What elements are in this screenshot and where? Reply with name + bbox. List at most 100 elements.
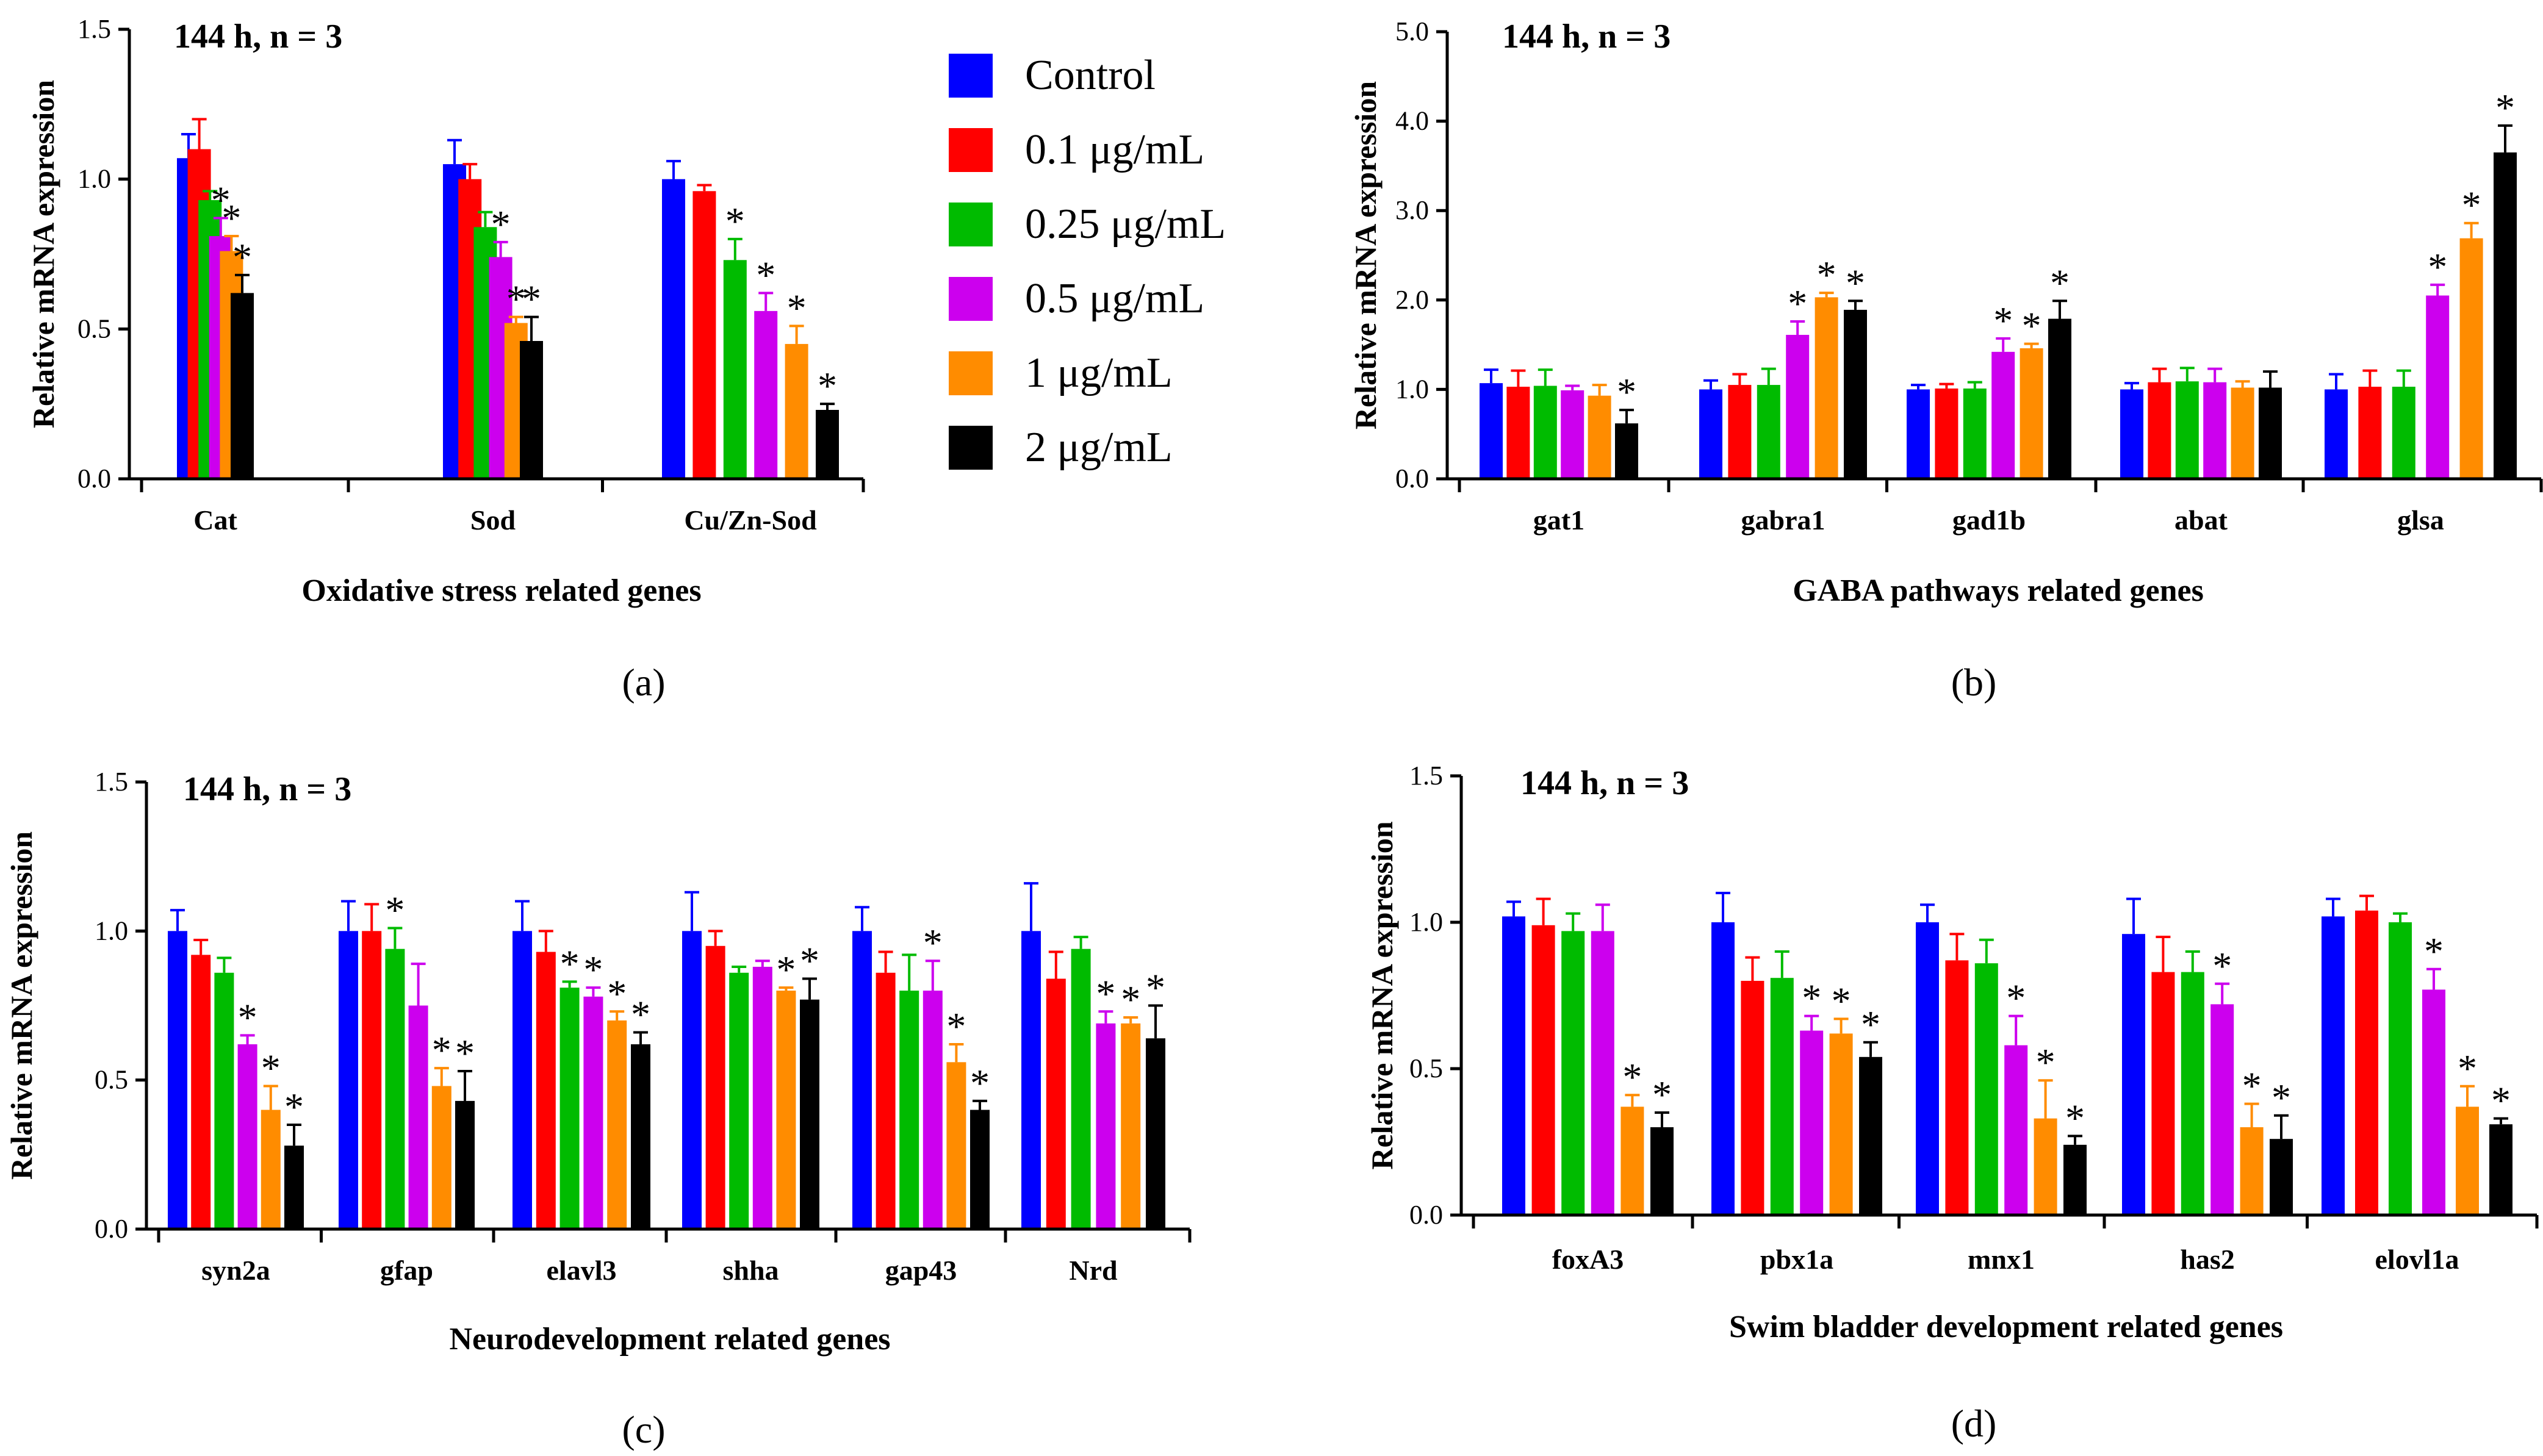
bar bbox=[899, 991, 919, 1229]
category-label: syn2a bbox=[201, 1255, 270, 1286]
significance-star: * bbox=[2036, 1041, 2056, 1084]
significance-star: * bbox=[725, 199, 745, 243]
significance-star: * bbox=[284, 1085, 304, 1128]
legend-swatch bbox=[949, 426, 993, 470]
y-tick-label: 0.5 bbox=[95, 1065, 128, 1095]
bar bbox=[752, 966, 772, 1229]
category-label: gat1 bbox=[1533, 504, 1584, 536]
bar bbox=[1533, 386, 1557, 479]
bar bbox=[662, 179, 685, 479]
bar bbox=[2151, 972, 2175, 1215]
significance-star: * bbox=[946, 1005, 966, 1048]
bar bbox=[1757, 385, 1780, 479]
bar bbox=[261, 1110, 281, 1229]
y-tick-label: 1.0 bbox=[77, 164, 111, 194]
y-tick-label: 0.0 bbox=[95, 1214, 128, 1244]
y-tick-label: 0.0 bbox=[1409, 1200, 1443, 1230]
bar bbox=[1945, 960, 1969, 1215]
significance-star: * bbox=[1146, 966, 1165, 1010]
bar bbox=[1021, 931, 1041, 1229]
legend-swatch bbox=[949, 277, 993, 321]
bar bbox=[559, 988, 580, 1229]
legend-swatch bbox=[949, 351, 993, 395]
significance-star: * bbox=[221, 196, 241, 240]
significance-star: * bbox=[432, 1028, 451, 1072]
y-tick-label: 0.5 bbox=[77, 314, 111, 343]
y-tick-label: 4.0 bbox=[1395, 106, 1429, 136]
significance-star: * bbox=[385, 888, 405, 931]
significance-star: * bbox=[800, 939, 819, 983]
category-label: shha bbox=[722, 1255, 779, 1286]
bar bbox=[1502, 916, 1525, 1215]
significance-star: * bbox=[2458, 1047, 2477, 1090]
legend-label: 2 μg/mL bbox=[1025, 424, 1173, 471]
significance-star: * bbox=[1652, 1073, 1672, 1116]
bar bbox=[1770, 978, 1794, 1215]
y-tick-label: 1.5 bbox=[77, 14, 111, 44]
bar bbox=[2259, 387, 2282, 479]
bar bbox=[2120, 389, 2143, 479]
bar bbox=[729, 972, 749, 1229]
category-label: has2 bbox=[2180, 1244, 2234, 1275]
bar bbox=[1916, 922, 1939, 1215]
bar bbox=[168, 931, 187, 1229]
category-label: Sod bbox=[470, 504, 516, 536]
bar bbox=[214, 972, 234, 1229]
category-label: gad1b bbox=[1952, 504, 2026, 536]
bar bbox=[408, 1005, 428, 1229]
category-label: abat bbox=[2174, 504, 2228, 536]
significance-star: * bbox=[2050, 261, 2070, 304]
significance-star: * bbox=[1622, 1055, 1642, 1099]
bar bbox=[946, 1062, 966, 1229]
legend: Control 0.1 μg/mL 0.25 μg/mL 0.5 μg/mL 1 μg/… bbox=[949, 52, 1226, 471]
significance-star: * bbox=[1788, 282, 1807, 325]
x-axis-label: Neurodevelopment related genes bbox=[449, 1322, 890, 1357]
bar bbox=[923, 991, 943, 1229]
significance-star: * bbox=[2242, 1064, 2262, 1108]
bar bbox=[754, 310, 778, 479]
significance-star: * bbox=[455, 1031, 475, 1075]
bar bbox=[2210, 1004, 2234, 1215]
significance-star: * bbox=[522, 278, 541, 321]
bar bbox=[970, 1110, 990, 1229]
significance-star: * bbox=[2495, 86, 2515, 129]
legend-label: 0.25 μg/mL bbox=[1025, 201, 1226, 248]
chart-title: 144 h, n = 3 bbox=[183, 770, 351, 808]
bar bbox=[2426, 295, 2450, 479]
category-label: elovl1a bbox=[2375, 1244, 2459, 1275]
y-axis-label: Relative mRNA expression bbox=[1348, 81, 1383, 429]
bar bbox=[2494, 152, 2517, 479]
significance-star: * bbox=[2462, 184, 2481, 227]
category-label: gfap bbox=[380, 1255, 433, 1286]
bar bbox=[816, 409, 839, 479]
significance-star: * bbox=[211, 179, 231, 222]
significance-star: * bbox=[2006, 977, 2026, 1020]
chart-panel: *gat1** *gabra1* **gad1b abat***glsa0.01.02… bbox=[1348, 16, 2543, 704]
bar bbox=[1974, 963, 1998, 1215]
bar bbox=[536, 952, 556, 1229]
bar bbox=[2231, 387, 2254, 479]
bar bbox=[455, 1100, 475, 1229]
bar bbox=[2020, 348, 2043, 479]
panel-label: (b) bbox=[1951, 661, 1997, 704]
significance-star: * bbox=[787, 286, 807, 329]
x-axis-label: GABA pathways related genes bbox=[1793, 573, 2204, 608]
chart-title: 144 h, n = 3 bbox=[1502, 18, 1671, 56]
y-tick-label: 3.0 bbox=[1395, 195, 1429, 225]
bar bbox=[631, 1044, 650, 1229]
bar bbox=[776, 991, 796, 1229]
significance-star: * bbox=[818, 364, 837, 407]
bar bbox=[2034, 1118, 2057, 1215]
bar bbox=[385, 949, 405, 1229]
bar bbox=[231, 293, 254, 479]
bar bbox=[191, 955, 211, 1229]
significance-star: * bbox=[2424, 930, 2444, 973]
bar bbox=[2181, 972, 2204, 1215]
bar bbox=[362, 931, 382, 1229]
category-label: gabra1 bbox=[1741, 504, 1825, 536]
panel-label: (d) bbox=[1951, 1402, 1997, 1445]
bar bbox=[1786, 334, 1810, 479]
bar bbox=[1935, 388, 1959, 479]
bar bbox=[2422, 989, 2445, 1215]
